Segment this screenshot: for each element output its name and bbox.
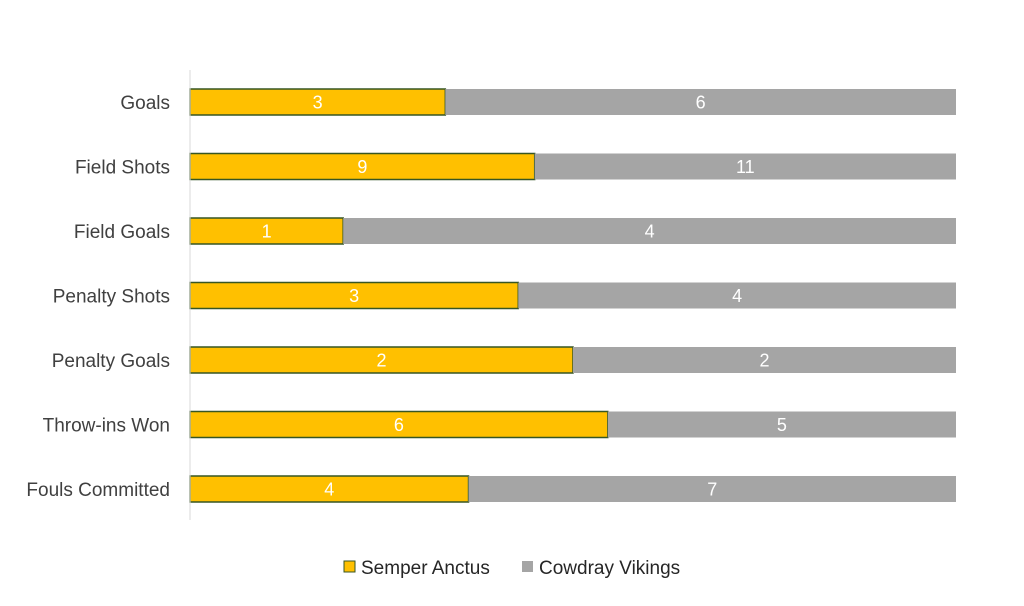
data-label-cowdray-vikings: 6 — [696, 93, 706, 113]
category-labels: Goals Field Shots Field Goals Penalty Shots… — [26, 93, 170, 501]
bar-semper-anctus — [189, 410, 609, 439]
data-label-semper-anctus: 3 — [349, 286, 359, 306]
bar-semper-anctus — [189, 152, 536, 181]
category-label: Penalty Shots — [53, 287, 170, 308]
data-label-semper-anctus: 4 — [324, 480, 334, 500]
data-label-semper-anctus: 9 — [357, 157, 367, 177]
legend: Semper Anctus Cowdray Vikings — [343, 558, 680, 579]
data-label-cowdray-vikings: 11 — [736, 157, 755, 177]
data-label-cowdray-vikings: 7 — [707, 480, 717, 500]
legend-swatch-cowdray-vikings — [522, 561, 533, 572]
category-label: Goals — [120, 93, 170, 114]
bar-cowdray-vikings — [445, 89, 956, 115]
bar-cowdray-vikings — [343, 218, 956, 244]
data-label-cowdray-vikings: 5 — [777, 415, 787, 435]
bar-cowdray-vikings — [468, 476, 956, 502]
bar-cowdray-vikings — [573, 347, 956, 373]
legend-swatch-semper-anctus — [343, 560, 356, 573]
bar-semper-anctus — [189, 346, 574, 374]
data-label-semper-anctus: 3 — [313, 93, 323, 113]
data-label-semper-anctus: 6 — [394, 415, 404, 435]
category-label: Fouls Committed — [26, 480, 170, 501]
bar-cowdray-vikings — [607, 411, 956, 438]
bar-cowdray-vikings — [534, 153, 956, 180]
data-label-semper-anctus: 2 — [376, 351, 386, 371]
data-label-semper-anctus: 1 — [262, 222, 272, 242]
category-label: Throw-ins Won — [43, 416, 170, 437]
bars-layer: 3 69 111 43 42 26 54 7 — [189, 88, 956, 503]
data-label-cowdray-vikings: 2 — [759, 351, 769, 371]
data-label-cowdray-vikings: 4 — [732, 286, 742, 306]
bar-cowdray-vikings — [518, 282, 956, 309]
legend-label-semper-anctus: Semper Anctus — [361, 558, 490, 579]
category-label: Field Goals — [74, 222, 170, 243]
category-label: Field Shots — [75, 158, 170, 179]
bar-semper-anctus — [189, 281, 520, 310]
category-label: Penalty Goals — [52, 351, 170, 372]
data-label-cowdray-vikings: 4 — [645, 222, 655, 242]
legend-label-cowdray-vikings: Cowdray Vikings — [539, 558, 680, 579]
